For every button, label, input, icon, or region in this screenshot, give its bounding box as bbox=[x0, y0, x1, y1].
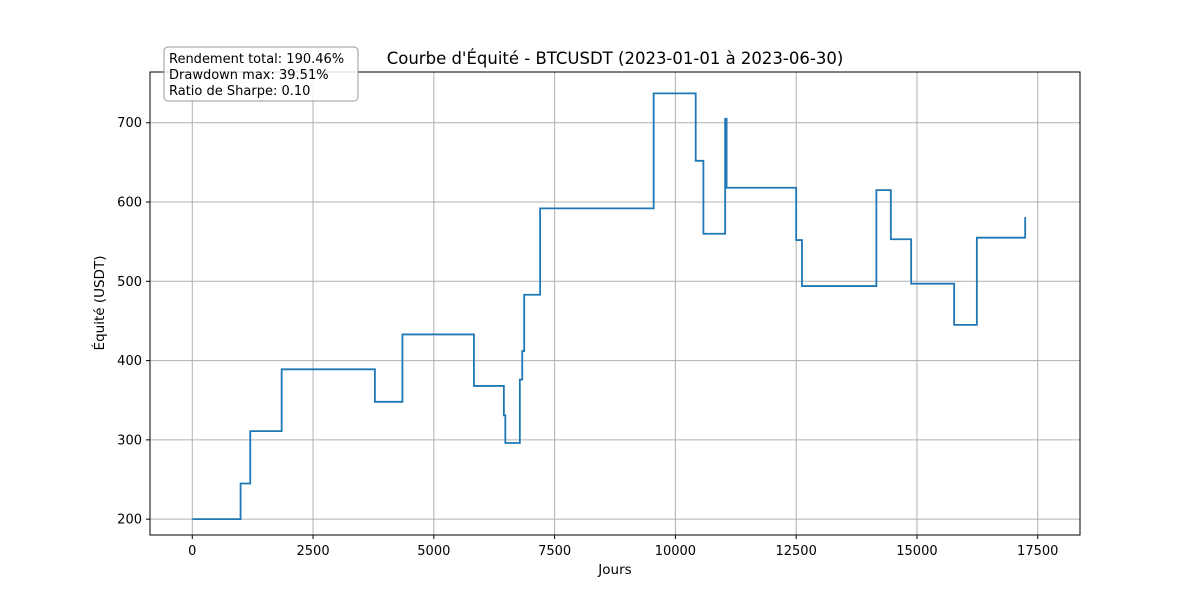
x-tick-label: 10000 bbox=[655, 544, 696, 559]
y-axis-label: Équité (USDT) bbox=[91, 256, 108, 351]
grid bbox=[150, 72, 1080, 535]
stats-line-max-drawdown: Drawdown max: 39.51% bbox=[169, 68, 329, 83]
x-tick-label: 17500 bbox=[1017, 544, 1058, 559]
x-tick-label: 2500 bbox=[297, 544, 330, 559]
y-tick-label: 200 bbox=[117, 513, 142, 528]
x-axis-label: Jours bbox=[597, 562, 631, 578]
x-tick-label: 5000 bbox=[417, 544, 450, 559]
y-tick-label: 300 bbox=[117, 433, 142, 448]
chart-title: Courbe d'Équité - BTCUSDT (2023-01-01 à … bbox=[387, 49, 844, 68]
x-tick-label: 7500 bbox=[538, 544, 571, 559]
stats-line-total-return: Rendement total: 190.46% bbox=[169, 52, 344, 67]
stats-box: Rendement total: 190.46% Drawdown max: 3… bbox=[163, 46, 359, 102]
ticks: 0 2500 5000 7500 10000 12500 15000 17500 200 300 4… bbox=[117, 116, 1058, 559]
y-tick-label: 700 bbox=[117, 116, 142, 131]
x-tick-label: 12500 bbox=[775, 544, 816, 559]
x-tick-label: 15000 bbox=[896, 544, 937, 559]
stats-box-frame bbox=[163, 46, 359, 102]
x-tick-label: 0 bbox=[188, 544, 196, 559]
y-tick-label: 600 bbox=[117, 196, 142, 211]
y-tick-label: 500 bbox=[117, 275, 142, 290]
series-layer bbox=[192, 92, 1027, 521]
equity-line bbox=[192, 92, 1027, 521]
y-tick-label: 400 bbox=[117, 354, 142, 369]
stats-line-sharpe: Ratio de Sharpe: 0.10 bbox=[169, 84, 310, 99]
plot-frame bbox=[149, 71, 1081, 536]
